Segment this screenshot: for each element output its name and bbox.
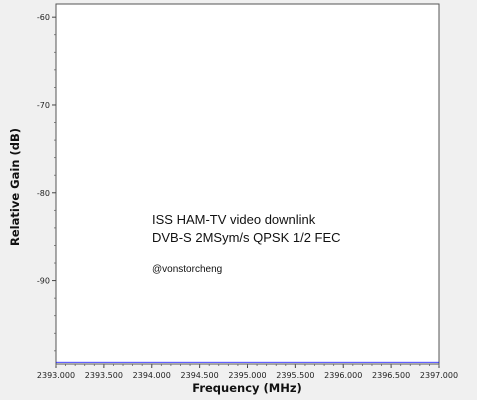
plot-area [55, 3, 440, 365]
x-tick-label: 2395.000 [228, 371, 266, 380]
x-tick-label: 2394.000 [133, 371, 171, 380]
x-tick-label: 2397.000 [420, 371, 458, 380]
x-tick-label: 2394.500 [181, 371, 219, 380]
annotation-title: ISS HAM-TV video downlink [152, 212, 316, 227]
x-tick-label: 2393.500 [85, 371, 123, 380]
y-tick-label: -90 [37, 277, 50, 286]
y-axis-label: Relative Gain (dB) [8, 128, 22, 246]
x-tick-label: 2395.500 [276, 371, 314, 380]
x-tick-label: 2396.500 [372, 371, 410, 380]
x-tick-label: 2393.000 [37, 371, 75, 380]
y-axis: -60 -70 -80 -90 [37, 13, 56, 352]
x-tick-label: 2396.000 [324, 371, 362, 380]
y-tick-label: -70 [37, 101, 50, 110]
x-axis: 2393.000 2393.500 2394.000 2394.500 2395.000… [37, 364, 458, 380]
y-tick-label: -80 [37, 189, 50, 198]
annotation-modulation: DVB-S 2MSym/s QPSK 1/2 FEC [152, 230, 341, 245]
annotation-credit: @vonstorcheng [152, 264, 222, 275]
x-axis-label: Frequency (MHz) [192, 381, 302, 395]
y-tick-label: -60 [37, 13, 50, 22]
